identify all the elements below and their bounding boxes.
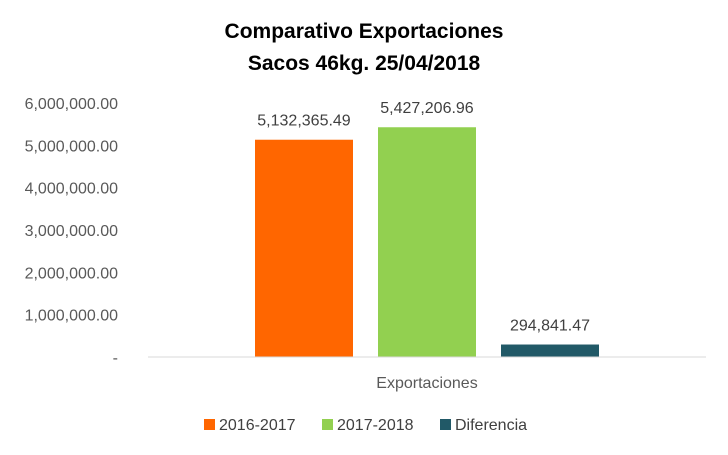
y-tick-label: 2,000,000.00 [25,265,119,282]
bar-2017-2018 [378,127,476,358]
category-label: Exportaciones [376,375,477,392]
data-label-Diferencia: 294,841.47 [510,318,590,335]
y-tick-label: 6,000,000.00 [25,96,119,113]
chart-title-line-1: Comparativo Exportaciones [225,20,504,43]
legend-item-Diferencia: Diferencia [440,417,527,434]
plot-area: 5,132,365.49 5,427,206.96 294,841.47 [255,100,599,358]
y-tick-label: 1,000,000.00 [25,308,119,325]
y-axis: - 1,000,000.00 2,000,000.00 3,000,000.00 4,0… [25,96,119,367]
legend-swatch [204,419,215,430]
y-tick-label: 5,000,000.00 [25,138,119,155]
legend-swatch [322,419,333,430]
legend-label: Diferencia [455,417,527,434]
bar-2016-2017 [255,139,353,357]
chart-title-line-2: Sacos 46kg. 25/04/2018 [248,52,481,75]
legend: 2016-2017 2017-2018 Diferencia [204,417,527,434]
legend-label: 2016-2017 [219,417,296,434]
legend-item-2017-2018: 2017-2018 [322,417,414,434]
data-label-2017-2018: 5,427,206.96 [380,100,474,117]
bar-Diferencia [501,344,599,357]
legend-swatch [440,419,451,430]
y-tick-label: - [113,350,118,367]
legend-item-2016-2017: 2016-2017 [204,417,296,434]
data-label-2016-2017: 5,132,365.49 [257,113,351,130]
legend-label: 2017-2018 [337,417,414,434]
y-tick-label: 3,000,000.00 [25,223,119,240]
y-tick-label: 4,000,000.00 [25,181,119,198]
